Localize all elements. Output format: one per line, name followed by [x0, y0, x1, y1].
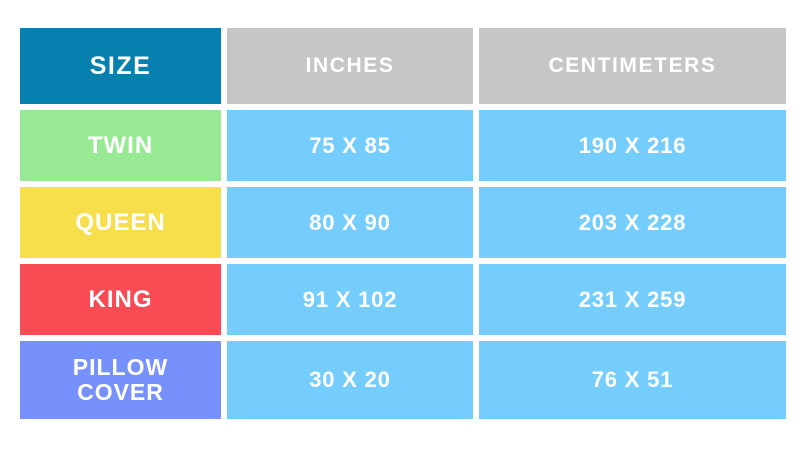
size-label-text: KING — [88, 285, 153, 313]
inches-value-text: 30 X 20 — [309, 367, 391, 392]
inches-value-cell: 80 X 90 — [227, 187, 473, 258]
table-row: TWIN 75 X 85 190 X 216 — [20, 110, 786, 181]
size-label-multiline: PILLOW COVER — [72, 353, 169, 406]
centimeters-value-cell: 231 X 259 — [479, 264, 786, 335]
inches-value-text: 75 X 85 — [309, 132, 391, 158]
table-row: KING 91 X 102 231 X 259 — [20, 264, 786, 335]
size-label-text-line1: PILLOW — [72, 353, 169, 380]
inches-value-cell: 75 X 85 — [227, 110, 473, 181]
size-label-text-line2: COVER — [77, 379, 164, 405]
column-header-inches-label: INCHES — [305, 54, 395, 77]
column-header-inches: INCHES — [227, 28, 473, 104]
size-chart-table: SIZE INCHES CENTIMETERS TWIN 75 X 85 190… — [20, 28, 786, 425]
centimeters-value-text: 203 X 228 — [578, 209, 687, 235]
centimeters-value-cell: 203 X 228 — [479, 187, 786, 258]
size-label-cell: KING — [20, 264, 221, 335]
centimeters-value-cell: 190 X 216 — [479, 110, 786, 181]
column-header-size-label: SIZE — [89, 51, 152, 80]
size-label-text: TWIN — [87, 131, 154, 159]
table-row: PILLOW COVER 30 X 20 76 X 51 — [20, 341, 786, 419]
centimeters-value-text: 190 X 216 — [578, 132, 687, 158]
size-label-cell: PILLOW COVER — [20, 341, 221, 419]
size-label-cell: QUEEN — [20, 187, 221, 258]
inches-value-cell: 91 X 102 — [227, 264, 473, 335]
table-header-row: SIZE INCHES CENTIMETERS — [20, 28, 786, 104]
centimeters-value-text: 76 X 51 — [591, 367, 674, 392]
column-header-centimeters-label: CENTIMETERS — [548, 54, 717, 77]
inches-value-text: 80 X 90 — [309, 209, 391, 235]
centimeters-value-cell: 76 X 51 — [479, 341, 786, 419]
size-label-text: QUEEN — [75, 208, 166, 236]
column-header-size: SIZE — [20, 28, 221, 104]
column-header-centimeters: CENTIMETERS — [479, 28, 786, 104]
centimeters-value-text: 231 X 259 — [578, 286, 687, 312]
inches-value-text: 91 X 102 — [302, 286, 398, 312]
size-label-cell: TWIN — [20, 110, 221, 181]
inches-value-cell: 30 X 20 — [227, 341, 473, 419]
table-row: QUEEN 80 X 90 203 X 228 — [20, 187, 786, 258]
